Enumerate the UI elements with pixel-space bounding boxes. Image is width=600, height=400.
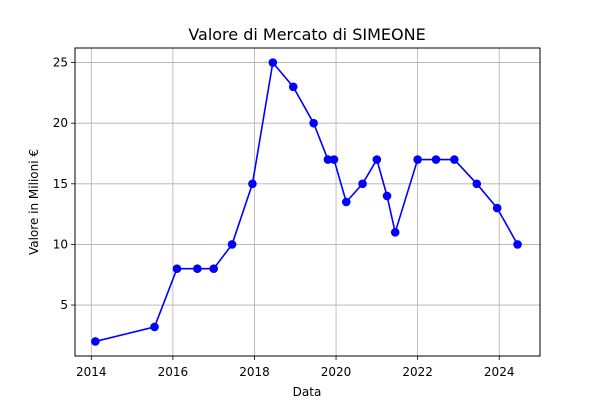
y-tick-label: 15 <box>53 177 68 191</box>
plot-frame <box>74 47 541 357</box>
x-axis-ticks: 2014 2016 2018 2020 2022 2024 <box>76 356 514 379</box>
data-point <box>450 155 459 164</box>
x-tick-label: 2024 <box>484 365 515 379</box>
x-tick-label: 2020 <box>321 365 352 379</box>
y-axis-label: Valore in Milioni € <box>27 149 41 255</box>
x-axis-label: Data <box>293 385 322 399</box>
x-tick-label: 2016 <box>158 365 189 379</box>
x-tick-label: 2014 <box>76 365 107 379</box>
data-point <box>268 58 278 67</box>
grid <box>75 48 540 356</box>
data-point <box>390 228 400 237</box>
data-point <box>309 118 318 128</box>
data-point <box>323 155 333 164</box>
data-point <box>209 264 218 273</box>
data-point <box>288 82 298 92</box>
data-point <box>150 322 159 332</box>
y-tick-label: 25 <box>53 56 68 70</box>
x-tick-label: 2018 <box>239 365 270 379</box>
y-tick-label: 5 <box>60 298 68 312</box>
x-tick-label: 2022 <box>402 365 433 379</box>
series-line <box>95 60 519 343</box>
data-point <box>329 155 339 164</box>
data-point <box>358 179 367 189</box>
y-axis-ticks: 5 10 15 20 25 <box>53 56 75 312</box>
data-point <box>413 155 422 164</box>
data-point <box>431 155 441 164</box>
data-point <box>382 191 392 201</box>
y-tick-label: 20 <box>53 116 68 130</box>
y-tick-label: 10 <box>53 237 68 251</box>
data-point <box>492 203 502 213</box>
chart-title: Valore di Mercato di SIMEONE <box>188 25 425 44</box>
data-point <box>472 179 482 189</box>
data-point <box>91 337 100 346</box>
data-point <box>248 179 257 189</box>
series-layer <box>91 58 522 346</box>
data-point <box>513 240 522 249</box>
data-point <box>172 264 182 273</box>
data-point <box>193 264 202 273</box>
data-point <box>341 197 351 207</box>
data-point <box>372 155 382 164</box>
data-point <box>227 240 237 249</box>
